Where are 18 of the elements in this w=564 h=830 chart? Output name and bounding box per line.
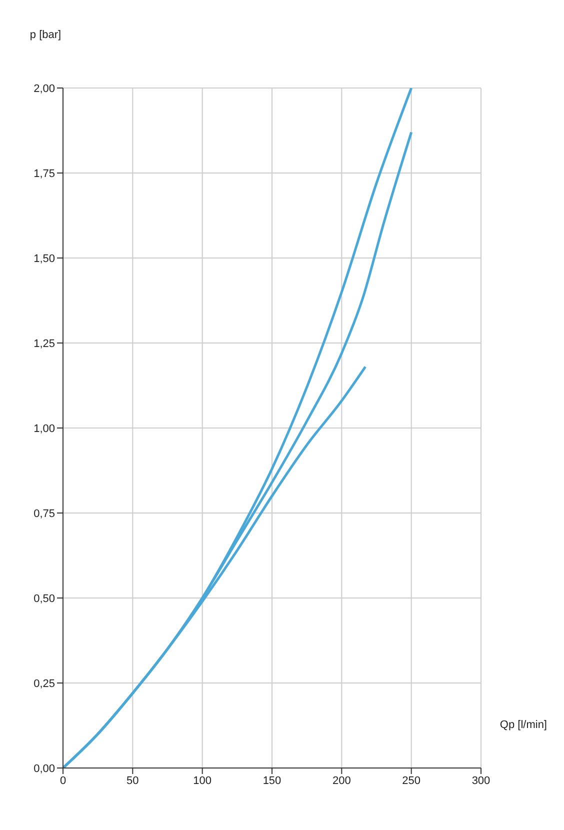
x-tick-label: 300	[472, 774, 490, 787]
y-tick-label: 0,25	[34, 678, 55, 690]
y-tick-label: 1,75	[34, 168, 55, 180]
x-tick-label: 200	[332, 774, 351, 787]
x-tick-label: 150	[262, 774, 282, 787]
x-axis-title: Qp [l/min]	[500, 718, 547, 731]
y-tick-label: 1,00	[34, 422, 55, 435]
y-axis-title: p [bar]	[30, 29, 62, 41]
y-tick-label: 1,25	[34, 338, 55, 350]
x-tick-label: 50	[126, 774, 139, 787]
y-tick-label: 0,50	[34, 592, 55, 605]
x-tick-label: 0	[60, 774, 66, 787]
y-tick-label: 0,75	[34, 508, 55, 520]
y-tick-label: 2,00	[34, 82, 55, 95]
y-tick-label: 1,50	[34, 252, 55, 265]
x-tick-label: 100	[193, 774, 212, 787]
x-tick-label: 250	[402, 774, 421, 787]
y-tick-label: 0,00	[34, 762, 55, 775]
